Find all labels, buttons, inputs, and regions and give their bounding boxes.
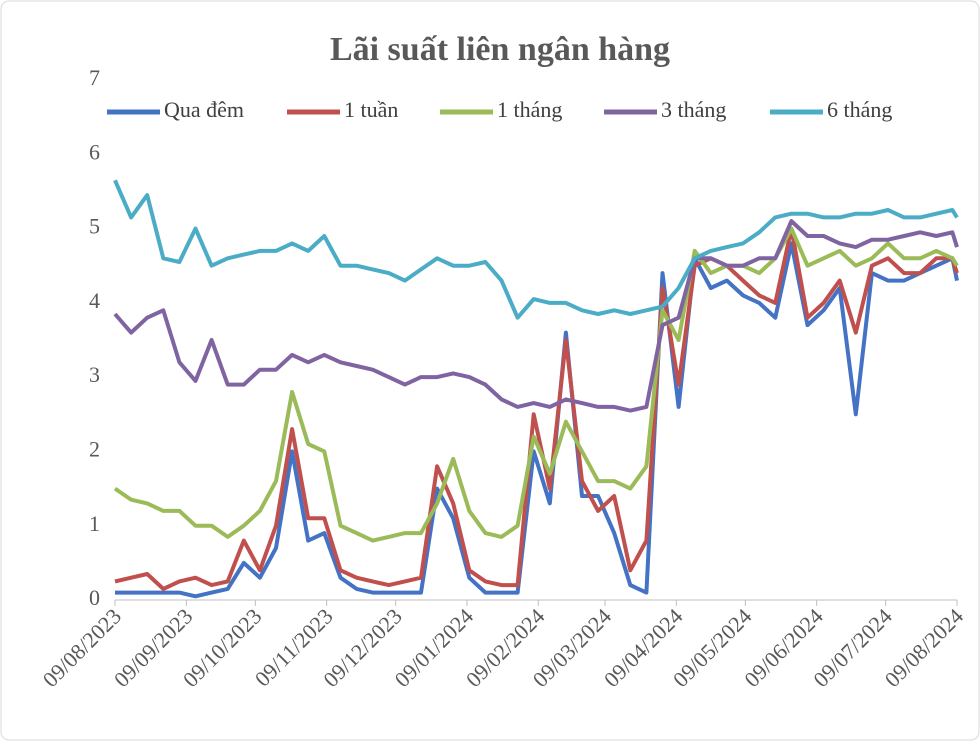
y-tick-label: 7 [89, 65, 100, 90]
chart-title: Lãi suất liên ngân hàng [330, 31, 670, 68]
legend-label: 6 tháng [827, 97, 892, 122]
y-tick-label: 0 [89, 585, 100, 610]
legend-label: 3 tháng [661, 97, 726, 122]
legend-label: Qua đêm [164, 97, 244, 122]
y-tick-label: 3 [89, 362, 100, 387]
series-line [115, 241, 959, 599]
y-tick-label: 2 [89, 436, 100, 461]
series-line [113, 219, 959, 413]
y-tick-label: 1 [89, 511, 100, 536]
legend-label: 1 tuần [344, 97, 398, 122]
legend-label: 1 tháng [497, 97, 562, 122]
y-tick-label: 5 [89, 214, 100, 239]
series-line [113, 179, 959, 320]
y-tick-label: 6 [89, 139, 100, 164]
series-line [113, 226, 959, 543]
y-tick-label: 4 [89, 288, 100, 313]
